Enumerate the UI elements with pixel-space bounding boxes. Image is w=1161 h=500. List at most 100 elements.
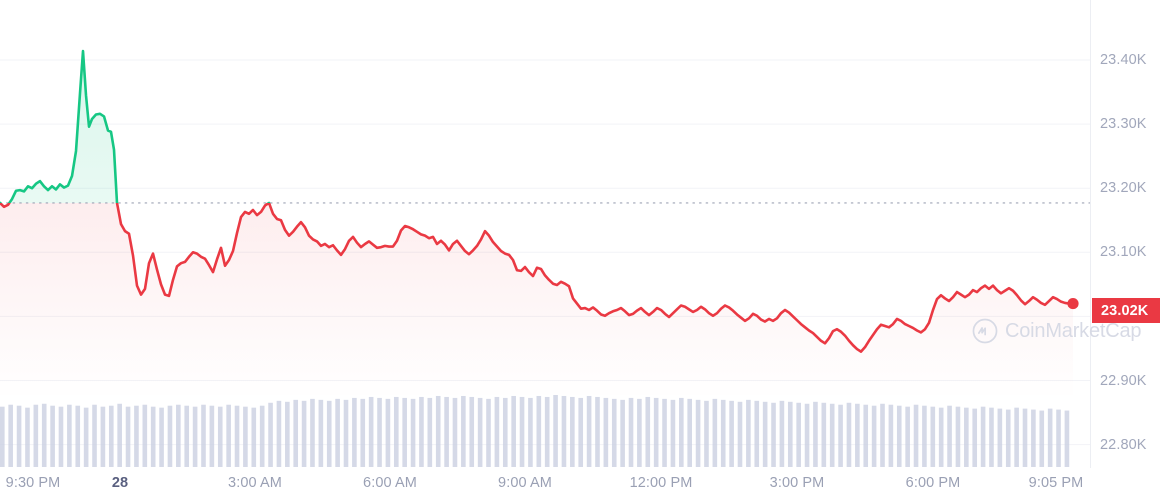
x-axis-label: 6:00 AM: [363, 475, 417, 491]
volume-bar: [771, 402, 776, 467]
plot-right-border: [1090, 0, 1091, 468]
volume-bar: [855, 403, 860, 467]
volume-bars: [0, 395, 1070, 467]
volume-bar: [997, 408, 1003, 467]
volume-bar: [8, 404, 13, 467]
volume-bar: [938, 407, 944, 467]
volume-bar: [989, 407, 994, 467]
volume-bar: [377, 397, 382, 467]
volume-bar: [25, 407, 30, 467]
volume-bar: [628, 397, 634, 467]
volume-bar: [142, 404, 148, 467]
volume-bar: [259, 405, 265, 467]
price-line-down: [0, 202, 1075, 353]
y-axis: 23.40K23.30K23.20K23.10K23.00K22.90K22.8…: [1091, 0, 1161, 468]
volume-bar: [620, 399, 625, 467]
x-axis-label: 9:05 PM: [1028, 475, 1084, 491]
volume-bar: [33, 404, 39, 467]
volume-bar: [150, 406, 156, 467]
current-price-label: 23.02K: [1101, 302, 1149, 319]
volume-bar: [787, 401, 793, 467]
volume-bar: [385, 398, 391, 467]
chart-plot-area[interactable]: [0, 0, 1091, 468]
volume-bar: [251, 407, 257, 467]
volume-bar: [494, 396, 500, 467]
volume-bar: [67, 404, 72, 467]
volume-bar: [100, 406, 106, 467]
volume-bar: [402, 397, 407, 467]
current-price-dot: [1067, 297, 1079, 310]
volume-bar: [637, 398, 642, 467]
volume-bar: [888, 404, 894, 467]
volume-bar: [243, 406, 248, 467]
volume-bar: [134, 405, 139, 467]
price-line-chart: [0, 49, 1091, 467]
volume-bar: [913, 404, 919, 467]
volume-bar: [368, 396, 374, 467]
volume-bar: [318, 399, 324, 467]
volume-bar: [972, 408, 978, 467]
volume-bar: [410, 398, 416, 467]
volume-bar: [343, 399, 349, 467]
x-axis-label: 3:00 PM: [769, 475, 825, 491]
volume-bar: [1022, 408, 1028, 467]
x-axis: 9:30 PM 28 3:00 AM 6:00 AM 9:00 AM 12:00 PM 3:…: [0, 468, 1091, 500]
volume-bar: [285, 401, 290, 467]
volume-bar: [846, 402, 852, 467]
area-fill-down: [0, 202, 1073, 400]
volume-bar: [452, 397, 458, 467]
volume-bar: [83, 407, 89, 467]
volume-bar: [511, 395, 516, 467]
volume-bar: [352, 397, 357, 467]
current-price-badge: 23.02K: [1092, 298, 1160, 323]
volume-bar: [880, 403, 885, 467]
volume-bar: [58, 406, 64, 467]
x-axis-label: 28: [111, 475, 129, 491]
volume-bar: [167, 405, 173, 467]
volume-bar: [704, 400, 709, 467]
volume-bar: [896, 405, 902, 467]
volume-bar: [838, 404, 843, 467]
volume-bar: [192, 406, 198, 467]
volume-bar: [1005, 409, 1011, 467]
volume-bar: [276, 400, 282, 467]
volume-bar: [435, 395, 441, 467]
volume-bar: [561, 395, 567, 467]
volume-bar: [536, 395, 542, 467]
volume-bar: [947, 405, 952, 467]
volume-bar: [117, 403, 122, 467]
volume-bar: [502, 397, 508, 467]
volume-bar: [184, 405, 190, 467]
volume-bar: [1014, 407, 1019, 467]
volume-bar: [1031, 409, 1036, 467]
volume-bar: [528, 397, 533, 467]
volume-bar: [964, 407, 969, 467]
volume-bar: [955, 406, 961, 467]
volume-bar: [50, 405, 55, 467]
volume-bar: [469, 396, 475, 467]
volume-bar: [217, 406, 223, 467]
volume-bar: [871, 405, 877, 467]
volume-bar: [326, 400, 332, 467]
y-axis-label: 23.40K: [1100, 52, 1147, 68]
volume-bar: [444, 396, 449, 467]
volume-bar: [41, 403, 47, 467]
volume-bar: [159, 407, 164, 467]
x-axis-label: 6:00 PM: [905, 475, 961, 491]
volume-bar: [301, 400, 307, 467]
volume-bar: [922, 405, 927, 467]
volume-bar: [687, 398, 692, 467]
volume-bar: [1039, 410, 1045, 467]
volume-bar: [653, 397, 659, 467]
volume-bar: [234, 405, 240, 467]
volume-bar: [553, 395, 558, 467]
volume-bar: [310, 398, 315, 467]
volume-bar: [209, 405, 215, 467]
volume-bar: [108, 405, 114, 467]
volume-bar: [712, 398, 718, 467]
y-axis-label: 23.20K: [1100, 180, 1147, 197]
volume-bar: [645, 396, 651, 467]
volume-bar: [603, 397, 609, 467]
volume-bar: [905, 406, 910, 467]
